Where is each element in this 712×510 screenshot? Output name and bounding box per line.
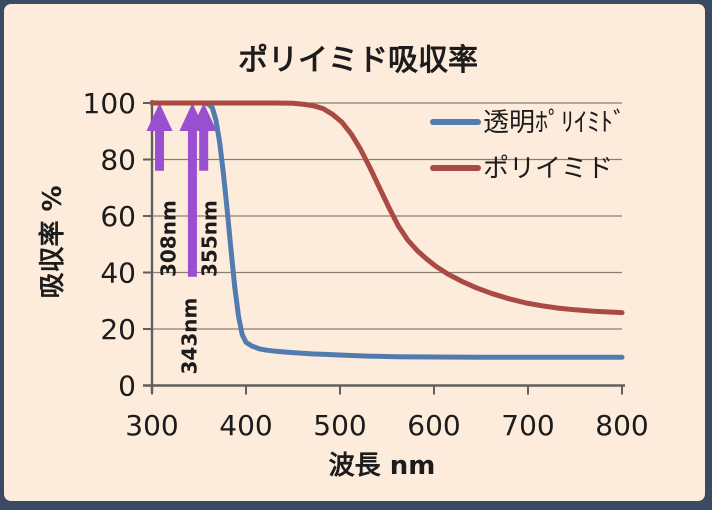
wavelength-annotation-label: 308nm (157, 200, 181, 277)
x-axis-title: 波長 nm (329, 451, 436, 481)
transparent-polyimide-curve (149, 100, 625, 360)
y-tick-label: 60 (100, 200, 136, 233)
axes-layer: 300 400 500 600 700 800 0 20 40 60 80 100 (83, 87, 649, 442)
y-axis-title: 吸収率 % (37, 185, 68, 298)
y-tick-label: 0 (118, 370, 136, 403)
legend-label-polyimide: ポリイミド (483, 154, 613, 184)
uv-wavelength-arrow (146, 103, 173, 171)
legend-label-transparent-polyimide: 透明ﾎﾟﾘｲﾐﾄﾞ (483, 108, 626, 138)
wavelength-annotation-label: 343nm (177, 298, 201, 375)
panel-background (4, 4, 705, 501)
chart-title: ポリイミド吸収率 (238, 43, 478, 78)
polyimide-curve (149, 100, 625, 316)
x-tick-label: 600 (407, 409, 460, 442)
uv-wavelength-arrow (190, 103, 217, 171)
x-tick-label: 700 (501, 409, 554, 442)
y-tick-label: 40 (100, 257, 136, 290)
y-tick-label: 80 (100, 144, 136, 177)
uv-wavelength-arrow (179, 103, 206, 277)
wavelength-annotation-label: 355nm (198, 200, 222, 277)
y-tick-label: 20 (100, 313, 136, 346)
gridlines-layer (152, 102, 622, 330)
series-curves-layer (149, 100, 625, 360)
x-tick-label: 300 (125, 409, 178, 442)
annotation-labels-layer: 308nm 343nm 355nm (157, 200, 222, 374)
y-tick-label: 100 (83, 87, 136, 120)
annotation-arrows-layer (146, 103, 217, 277)
x-tick-label: 400 (219, 409, 272, 442)
legend: 透明ﾎﾟﾘｲﾐﾄﾞ ポリイミド (430, 108, 626, 184)
x-tick-label: 800 (595, 409, 648, 442)
x-tick-label: 500 (313, 409, 366, 442)
